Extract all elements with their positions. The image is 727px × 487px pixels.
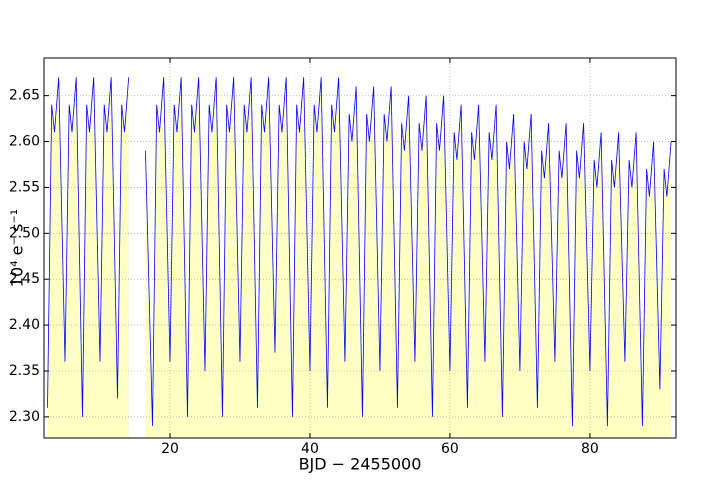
x-tick-label: 80 <box>581 441 599 457</box>
x-tick-label: 20 <box>161 441 179 457</box>
x-tick-label: 60 <box>441 441 459 457</box>
plot-frame <box>43 57 677 439</box>
y-tick-label: 2.65 <box>9 88 40 104</box>
y-tick-label: 2.55 <box>9 179 40 195</box>
y-tick-label: 2.50 <box>9 225 40 241</box>
y-tick-label: 2.45 <box>9 271 40 287</box>
x-axis-label: BJD − 2455000 <box>299 455 422 474</box>
y-axis-label: 10⁴ e⁻ s⁻¹ <box>8 209 27 287</box>
y-tick-label: 2.30 <box>9 409 40 425</box>
line <box>47 77 672 427</box>
y-tick-label: 2.35 <box>9 363 40 379</box>
x-tick-label: 40 <box>301 441 319 457</box>
y-tick-label: 2.60 <box>9 134 40 150</box>
plot-area <box>43 57 677 439</box>
y-tick-label: 2.40 <box>9 317 40 333</box>
